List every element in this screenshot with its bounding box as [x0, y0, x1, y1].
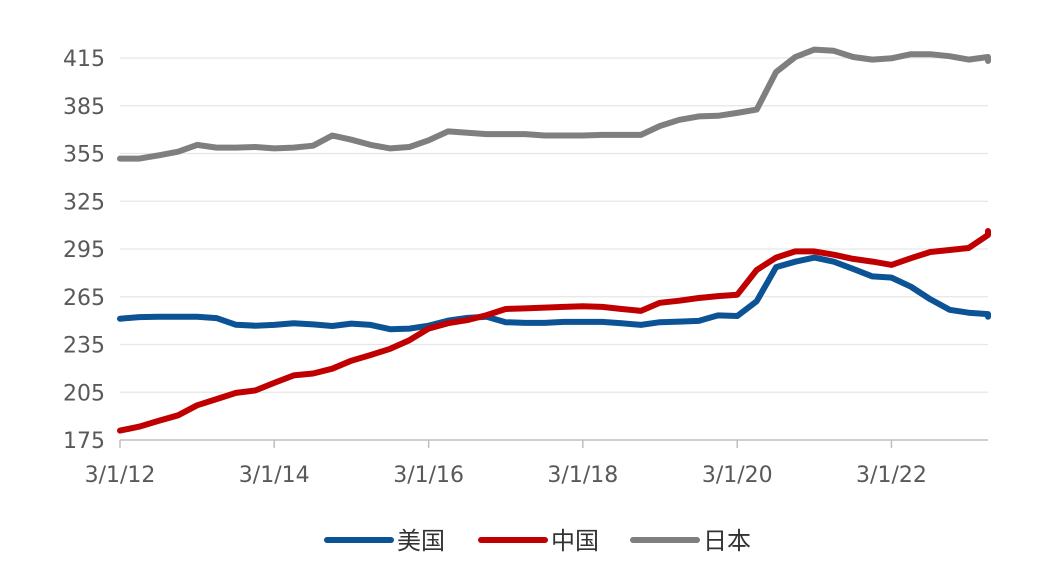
series-line-2 — [117, 228, 991, 434]
y-tick-label: 415 — [63, 47, 105, 72]
legend-label: 日本 — [703, 527, 751, 555]
legend: 美国 中国 日本 — [324, 527, 751, 555]
axes: 175 205 235 265 295 325 355 385 415 3/1/12 3/1/14 3… — [63, 47, 988, 488]
y-tick-label: 265 — [63, 286, 105, 311]
x-tick-label: 3/1/12 — [85, 463, 156, 488]
legend-label: 中国 — [551, 527, 599, 555]
y-tick-label: 235 — [63, 334, 105, 359]
series-line-1 — [117, 254, 991, 333]
x-tick-label: 3/1/22 — [856, 463, 927, 488]
x-tick-label: 3/1/18 — [547, 463, 618, 488]
y-tick-label: 355 — [63, 143, 105, 168]
x-tick-label: 3/1/16 — [393, 463, 464, 488]
y-tick-label: 205 — [63, 381, 105, 406]
x-tick-label: 3/1/20 — [702, 463, 773, 488]
series-line-3 — [117, 46, 991, 162]
series-lines — [117, 46, 991, 434]
y-tick-label: 325 — [63, 190, 105, 215]
y-tick-label: 385 — [63, 95, 105, 120]
x-tick-label: 3/1/14 — [239, 463, 310, 488]
gridlines — [120, 57, 988, 393]
y-tick-label: 295 — [63, 238, 105, 263]
y-tick-label: 175 — [63, 429, 105, 454]
legend-label: 美国 — [397, 527, 445, 555]
